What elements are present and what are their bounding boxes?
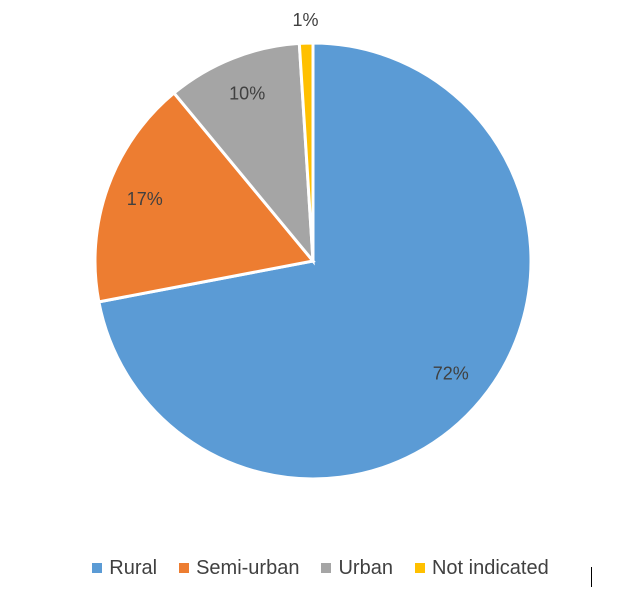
pie-slice-not-indicated	[297, 41, 315, 262]
legend-label-rural: Rural	[109, 556, 158, 579]
legend-label-not-indicated: Not indicated	[431, 556, 549, 579]
legend-swatch-not-indicated	[414, 563, 425, 573]
legend-swatch-semi-urban	[179, 563, 190, 573]
pie-slice-semi-urban	[93, 90, 316, 304]
data-label-not-indicated: 1%	[292, 10, 318, 30]
data-label-rural: 72%	[433, 364, 469, 384]
legend-item-semi-urban: Semi-urban	[179, 557, 299, 580]
chart-legend: Rural Semi-urban Urban Not indicated	[0, 554, 641, 582]
legend-swatch-rural	[92, 563, 103, 573]
data-label-semi-urban: 17%	[127, 189, 163, 209]
legend-label-semi-urban: Semi-urban	[196, 556, 300, 579]
legend-label-urban: Urban	[338, 556, 393, 579]
legend-swatch-urban	[321, 563, 332, 573]
data-label-urban: 10%	[229, 84, 265, 104]
text-cursor	[591, 567, 592, 587]
legend-item-rural: Rural	[92, 557, 157, 580]
legend-item-not-indicated: Not indicated	[414, 556, 549, 580]
legend-item-urban: Urban	[321, 556, 393, 580]
pie-slice-urban	[171, 41, 315, 266]
